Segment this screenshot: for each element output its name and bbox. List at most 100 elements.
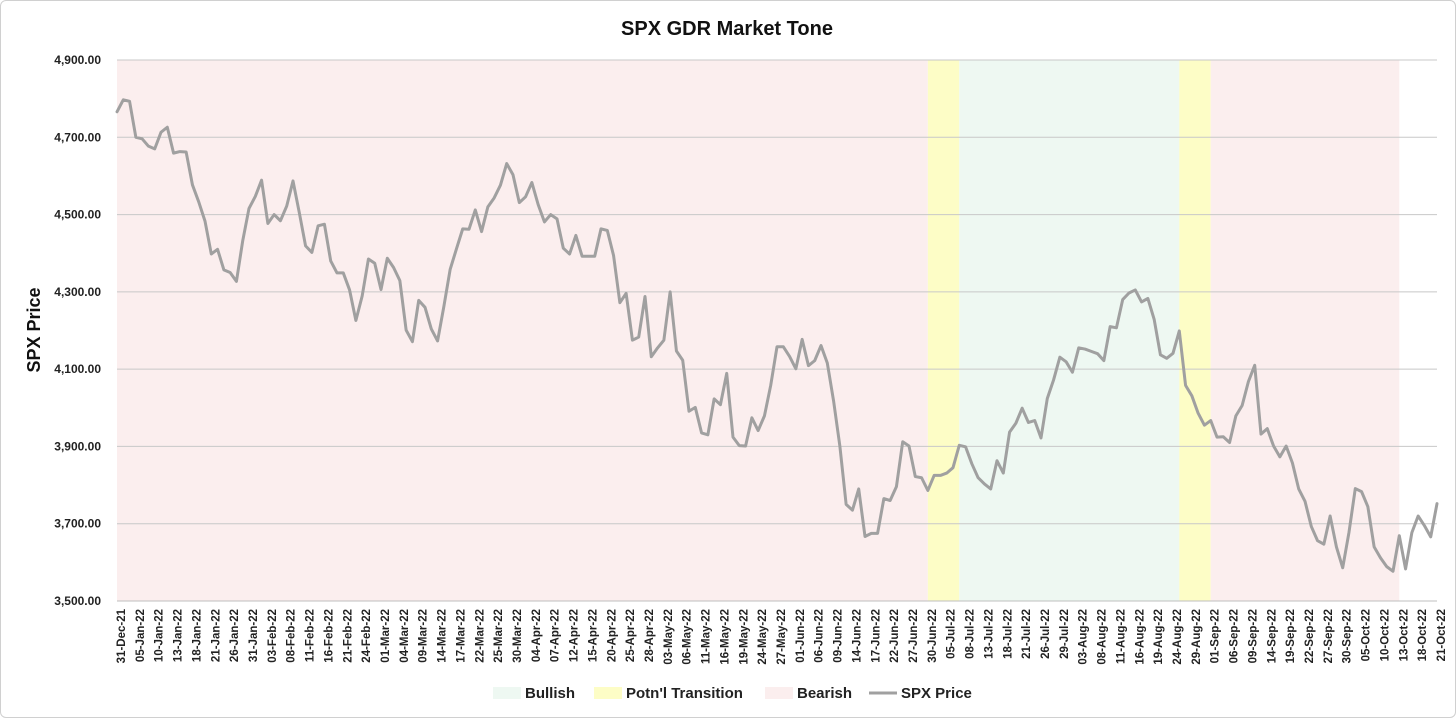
x-tick-label: 11-May-22 [701,609,713,664]
x-tick-label: 13-Jan-22 [173,609,185,662]
x-tick-label: 04-Apr-22 [531,609,543,662]
x-tick-label: 26-Jan-22 [229,609,241,662]
x-tick-label: 09-Sep-22 [1247,609,1259,663]
x-tick-label: 18-Jul-22 [1002,609,1014,659]
x-tick-label: 29-Jul-22 [1059,609,1071,659]
x-tick-label: 04-Mar-22 [399,609,411,663]
legend-item: Bearish [765,685,852,702]
legend-item: SPX Price [869,685,972,702]
x-tick-label: 07-Apr-22 [550,609,562,662]
x-tick-label: 16-May-22 [719,609,731,665]
x-tick-label: 06-Sep-22 [1229,609,1241,663]
legend-swatch [594,687,622,699]
legend-swatch [493,687,521,699]
legend-label: Potn'l Transition [626,685,743,702]
x-tick-label: 09-Jun-22 [833,609,845,663]
x-tick-label: 31-Jan-22 [248,609,260,662]
legend-label: SPX Price [901,685,972,702]
x-tick-label: 30-Mar-22 [512,609,524,663]
x-tick-label: 27-Jun-22 [908,609,920,663]
y-axis-label: SPX Price [24,287,44,372]
x-tick-label: 24-Aug-22 [1172,609,1184,665]
x-axis-ticks: 31-Dec-21 05-Jan-22 10-Jan-22 13-Jan-22 18-J… [116,608,1448,664]
x-tick-label: 10-Jan-22 [154,609,166,662]
x-tick-label: 11-Aug-22 [1115,609,1127,664]
x-tick-label: 17-Jun-22 [870,609,882,663]
x-tick-label: 06-May-22 [682,609,694,665]
x-tick-label: 16-Aug-22 [1134,609,1146,665]
x-tick-label: 26-Jul-22 [1040,609,1052,659]
legend-swatch [765,687,793,699]
x-tick-label: 17-Mar-22 [455,609,467,663]
x-tick-label: 21-Jan-22 [210,609,222,662]
x-tick-label: 05-Oct-22 [1361,609,1373,661]
x-tick-label: 30-Jun-22 [927,609,939,663]
y-tick-label: 4,900.00 [54,53,101,67]
x-tick-label: 27-May-22 [776,609,788,665]
gridlines [117,59,1437,602]
x-tick-label: 01-Mar-22 [380,609,392,663]
x-tick-label: 14-Mar-22 [437,609,449,663]
y-tick-label: 4,500.00 [54,208,101,222]
x-tick-label: 22-Sep-22 [1304,609,1316,663]
x-tick-label: 08-Jul-22 [965,609,977,659]
chart-title: SPX GDR Market Tone [621,18,833,40]
x-tick-label: 05-Jan-22 [135,609,147,662]
x-tick-label: 14-Sep-22 [1266,609,1278,663]
x-tick-label: 09-Mar-22 [418,609,430,663]
y-tick-label: 4,100.00 [54,362,101,376]
tone-region-3 [1179,60,1211,601]
x-tick-label: 29-Aug-22 [1191,609,1203,665]
x-tick-label: 19-May-22 [738,609,750,665]
legend-label: Bullish [525,685,575,702]
x-tick-label: 14-Jun-22 [851,609,863,663]
series-layer [115,98,1439,573]
x-tick-label: 13-Oct-22 [1398,609,1410,661]
x-tick-label: 11-Feb-22 [305,609,317,662]
x-tick-label: 21-Oct-22 [1436,609,1448,661]
x-tick-label: 18-Jan-22 [191,609,203,662]
legend: Bullish Potn'l Transition Bearish SPX Price [493,685,972,702]
x-tick-label: 18-Oct-22 [1417,609,1429,661]
x-tick-label: 30-Sep-22 [1342,609,1354,663]
x-tick-label: 27-Sep-22 [1323,609,1335,663]
x-tick-label: 22-Jun-22 [889,609,901,663]
legend-label: Bearish [797,685,852,702]
x-tick-label: 01-Jun-22 [795,609,807,663]
x-tick-label: 03-May-22 [663,609,675,665]
x-tick-label: 10-Oct-22 [1379,609,1391,661]
tone-region-1 [927,60,960,601]
x-tick-label: 22-Mar-22 [474,609,486,663]
x-tick-label: 05-Jul-22 [946,609,958,659]
x-tick-label: 03-Aug-22 [1078,609,1090,665]
tone-region-0 [117,60,928,601]
x-tick-label: 06-Jun-22 [814,609,826,663]
legend-item: Potn'l Transition [594,685,743,702]
tone-region-2 [959,60,1180,601]
y-tick-label: 3,900.00 [54,439,101,453]
x-tick-label: 21-Feb-22 [342,609,354,663]
x-tick-label: 24-Feb-22 [361,609,373,663]
y-tick-label: 4,700.00 [54,130,101,144]
x-tick-label: 16-Feb-22 [323,609,335,663]
x-tick-label: 19-Sep-22 [1285,609,1297,663]
x-tick-label: 25-Apr-22 [625,609,637,662]
y-tick-label: 3,500.00 [54,594,101,608]
x-tick-label: 03-Feb-22 [267,609,279,663]
y-axis-ticks: 3,500.00 3,700.00 3,900.00 4,100.00 4,300.00… [54,53,101,608]
x-tick-label: 13-Jul-22 [983,609,995,659]
x-tick-label: 19-Aug-22 [1153,609,1165,665]
x-tick-label: 20-Apr-22 [606,609,618,662]
x-tick-label: 24-May-22 [757,609,769,665]
x-tick-label: 08-Aug-22 [1097,609,1109,665]
x-tick-label: 25-Mar-22 [493,609,505,663]
x-tick-label: 01-Sep-22 [1210,609,1222,663]
x-tick-label: 31-Dec-21 [116,608,128,663]
x-tick-label: 21-Jul-22 [1021,609,1033,659]
y-tick-label: 4,300.00 [54,285,101,299]
x-tick-label: 28-Apr-22 [644,609,656,662]
legend-item: Bullish [493,685,575,702]
x-tick-label: 12-Apr-22 [569,609,581,662]
tone-regions [117,60,1400,601]
